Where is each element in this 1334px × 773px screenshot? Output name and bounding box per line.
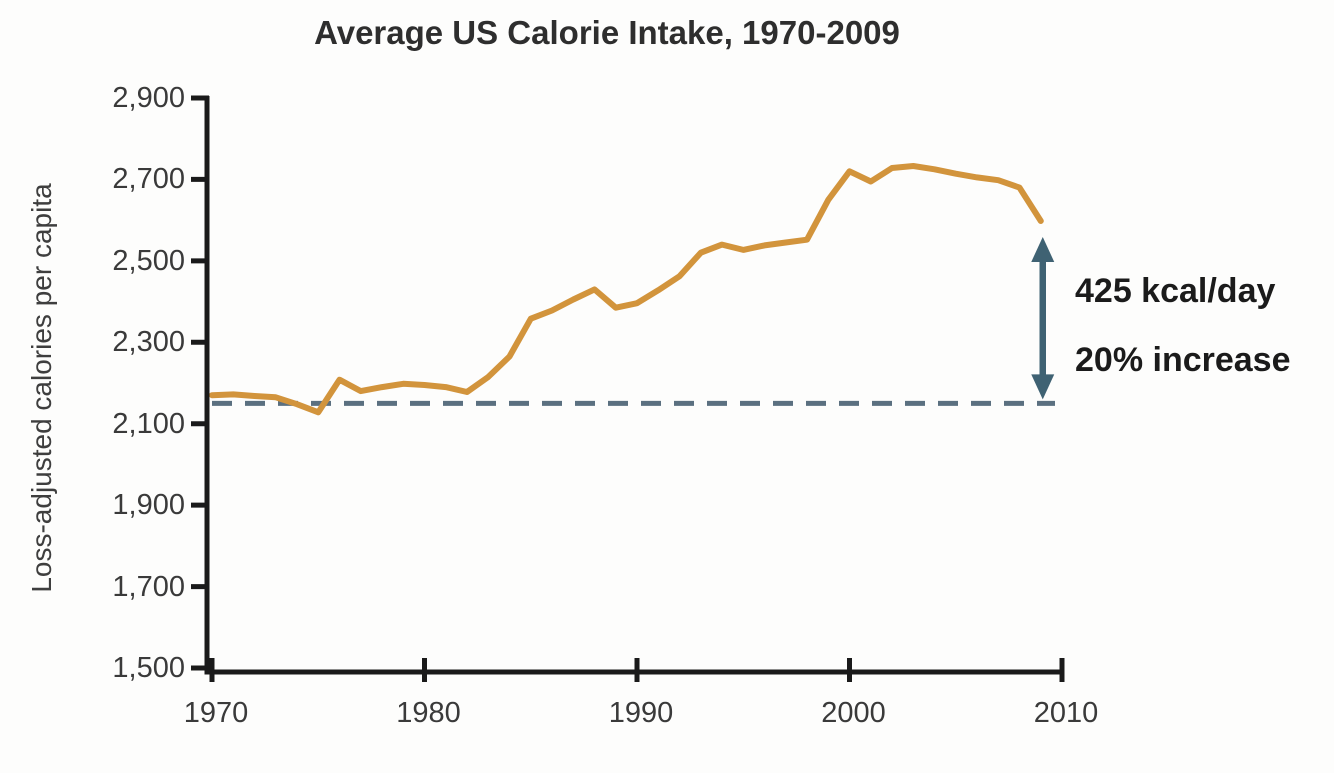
y-tick-label: 2,300 <box>112 326 185 359</box>
x-tick-label: 2000 <box>821 697 886 729</box>
x-tick-label: 1990 <box>608 697 674 729</box>
y-tick-label: 1,700 <box>112 570 185 603</box>
arrow-head-up <box>1031 236 1055 262</box>
data-line-calories <box>209 163 1044 416</box>
y-tick-label: 2,900 <box>112 82 185 114</box>
annotation-kcal-difference: 425 kcal/day <box>1075 272 1276 310</box>
arrow-head-down <box>1031 374 1055 400</box>
y-tick-label: 2,500 <box>112 244 185 277</box>
y-tick-label: 1,900 <box>112 489 185 522</box>
y-tick-label: 2,100 <box>112 407 185 440</box>
chart-title: Average US Calorie Intake, 1970-2009 <box>314 14 900 51</box>
y-tick-label: 1,500 <box>112 652 185 684</box>
x-tick-label: 2010 <box>1033 697 1099 729</box>
y-tick-label: 2,700 <box>112 163 185 196</box>
x-tick-label: 1970 <box>183 697 249 729</box>
x-tick-label: 1980 <box>396 697 461 729</box>
annotation-percent-increase: 20% increase <box>1075 341 1291 379</box>
